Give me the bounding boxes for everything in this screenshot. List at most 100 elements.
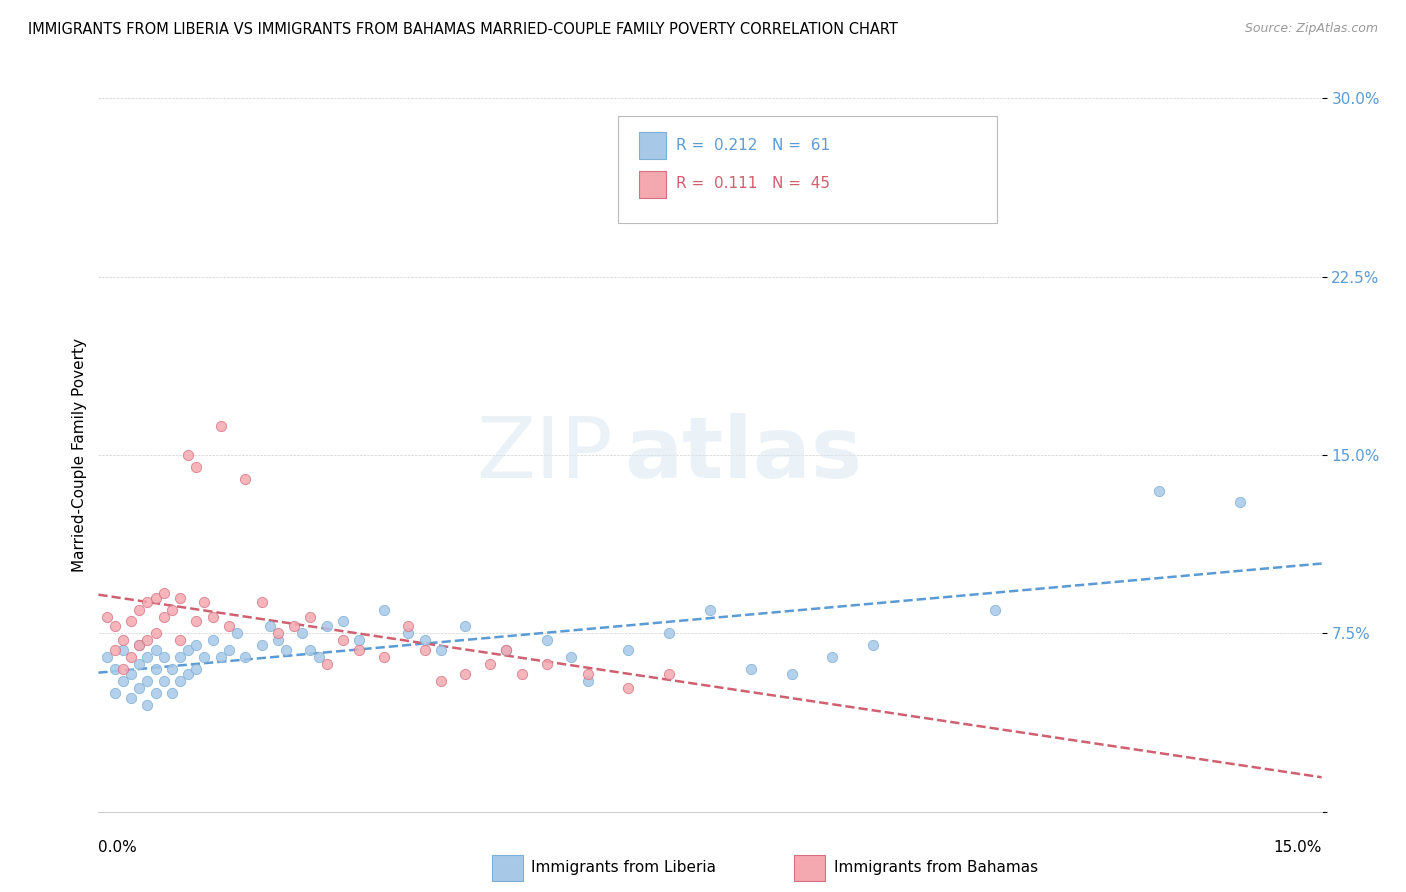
Point	[250, 638, 273, 652]
Point	[430, 643, 453, 657]
Point	[413, 643, 436, 657]
Point	[128, 638, 150, 652]
Point	[291, 626, 314, 640]
Point	[396, 626, 419, 640]
Point	[226, 626, 249, 640]
Point	[136, 650, 159, 665]
Point	[576, 673, 599, 688]
Point	[128, 681, 150, 695]
Point	[218, 619, 240, 633]
Point	[283, 619, 305, 633]
Point	[984, 602, 1007, 616]
Point	[152, 586, 174, 600]
Point	[349, 643, 371, 657]
Point	[315, 657, 337, 672]
Point	[617, 643, 640, 657]
Y-axis label: Married-Couple Family Poverty: Married-Couple Family Poverty	[72, 338, 87, 572]
Text: 0.0%: 0.0%	[98, 840, 138, 855]
FancyBboxPatch shape	[619, 116, 997, 223]
Point	[478, 657, 501, 672]
Point	[136, 698, 159, 712]
Point	[111, 643, 134, 657]
Point	[145, 662, 167, 676]
Point	[152, 650, 174, 665]
Point	[536, 633, 558, 648]
Text: R =  0.212   N =  61: R = 0.212 N = 61	[676, 137, 830, 153]
Point	[617, 681, 640, 695]
Point	[299, 609, 322, 624]
Point	[512, 666, 534, 681]
Point	[413, 633, 436, 648]
Point	[193, 650, 215, 665]
Point	[193, 595, 215, 609]
Point	[658, 666, 681, 681]
Point	[145, 686, 167, 700]
Point	[111, 662, 134, 676]
Point	[169, 591, 191, 605]
Point	[299, 643, 322, 657]
Point	[111, 673, 134, 688]
Point	[233, 650, 256, 665]
Point	[1229, 495, 1251, 509]
Point	[120, 666, 142, 681]
Point	[136, 633, 159, 648]
Text: Immigrants from Liberia: Immigrants from Liberia	[531, 861, 717, 875]
Point	[740, 662, 762, 676]
Point	[201, 633, 224, 648]
Text: Immigrants from Bahamas: Immigrants from Bahamas	[834, 861, 1038, 875]
Point	[104, 662, 127, 676]
Point	[160, 602, 183, 616]
Point	[104, 619, 127, 633]
Text: IMMIGRANTS FROM LIBERIA VS IMMIGRANTS FROM BAHAMAS MARRIED-COUPLE FAMILY POVERTY: IMMIGRANTS FROM LIBERIA VS IMMIGRANTS FR…	[28, 22, 898, 37]
Point	[267, 633, 290, 648]
Point	[201, 609, 224, 624]
Point	[96, 650, 118, 665]
Point	[96, 609, 118, 624]
Point	[396, 619, 419, 633]
Point	[373, 602, 395, 616]
Point	[454, 666, 477, 681]
Point	[308, 650, 330, 665]
Point	[209, 650, 232, 665]
Point	[160, 686, 183, 700]
Point	[780, 666, 803, 681]
Point	[152, 673, 174, 688]
Point	[128, 638, 150, 652]
Point	[495, 643, 517, 657]
Point	[218, 643, 240, 657]
Point	[332, 615, 354, 629]
Point	[104, 686, 127, 700]
Point	[136, 595, 159, 609]
Point	[128, 657, 150, 672]
Bar	[640, 171, 666, 198]
Point	[120, 690, 142, 705]
Point	[454, 619, 477, 633]
Point	[177, 643, 200, 657]
Point	[274, 643, 297, 657]
Point	[128, 602, 150, 616]
Point	[186, 459, 208, 474]
Text: atlas: atlas	[624, 413, 863, 497]
Point	[145, 643, 167, 657]
Point	[104, 643, 127, 657]
Point	[233, 472, 256, 486]
Point	[169, 650, 191, 665]
Point	[536, 657, 558, 672]
Point	[250, 595, 273, 609]
Bar	[640, 132, 666, 159]
Point	[169, 633, 191, 648]
Point	[267, 626, 290, 640]
Point	[145, 626, 167, 640]
Point	[209, 419, 232, 434]
Point	[1147, 483, 1170, 498]
Point	[145, 591, 167, 605]
Point	[152, 609, 174, 624]
Point	[495, 643, 517, 657]
Point	[186, 662, 208, 676]
Point	[560, 650, 582, 665]
Point	[332, 633, 354, 648]
Point	[177, 448, 200, 462]
Text: Source: ZipAtlas.com: Source: ZipAtlas.com	[1244, 22, 1378, 36]
Point	[430, 673, 453, 688]
Point	[862, 638, 884, 652]
